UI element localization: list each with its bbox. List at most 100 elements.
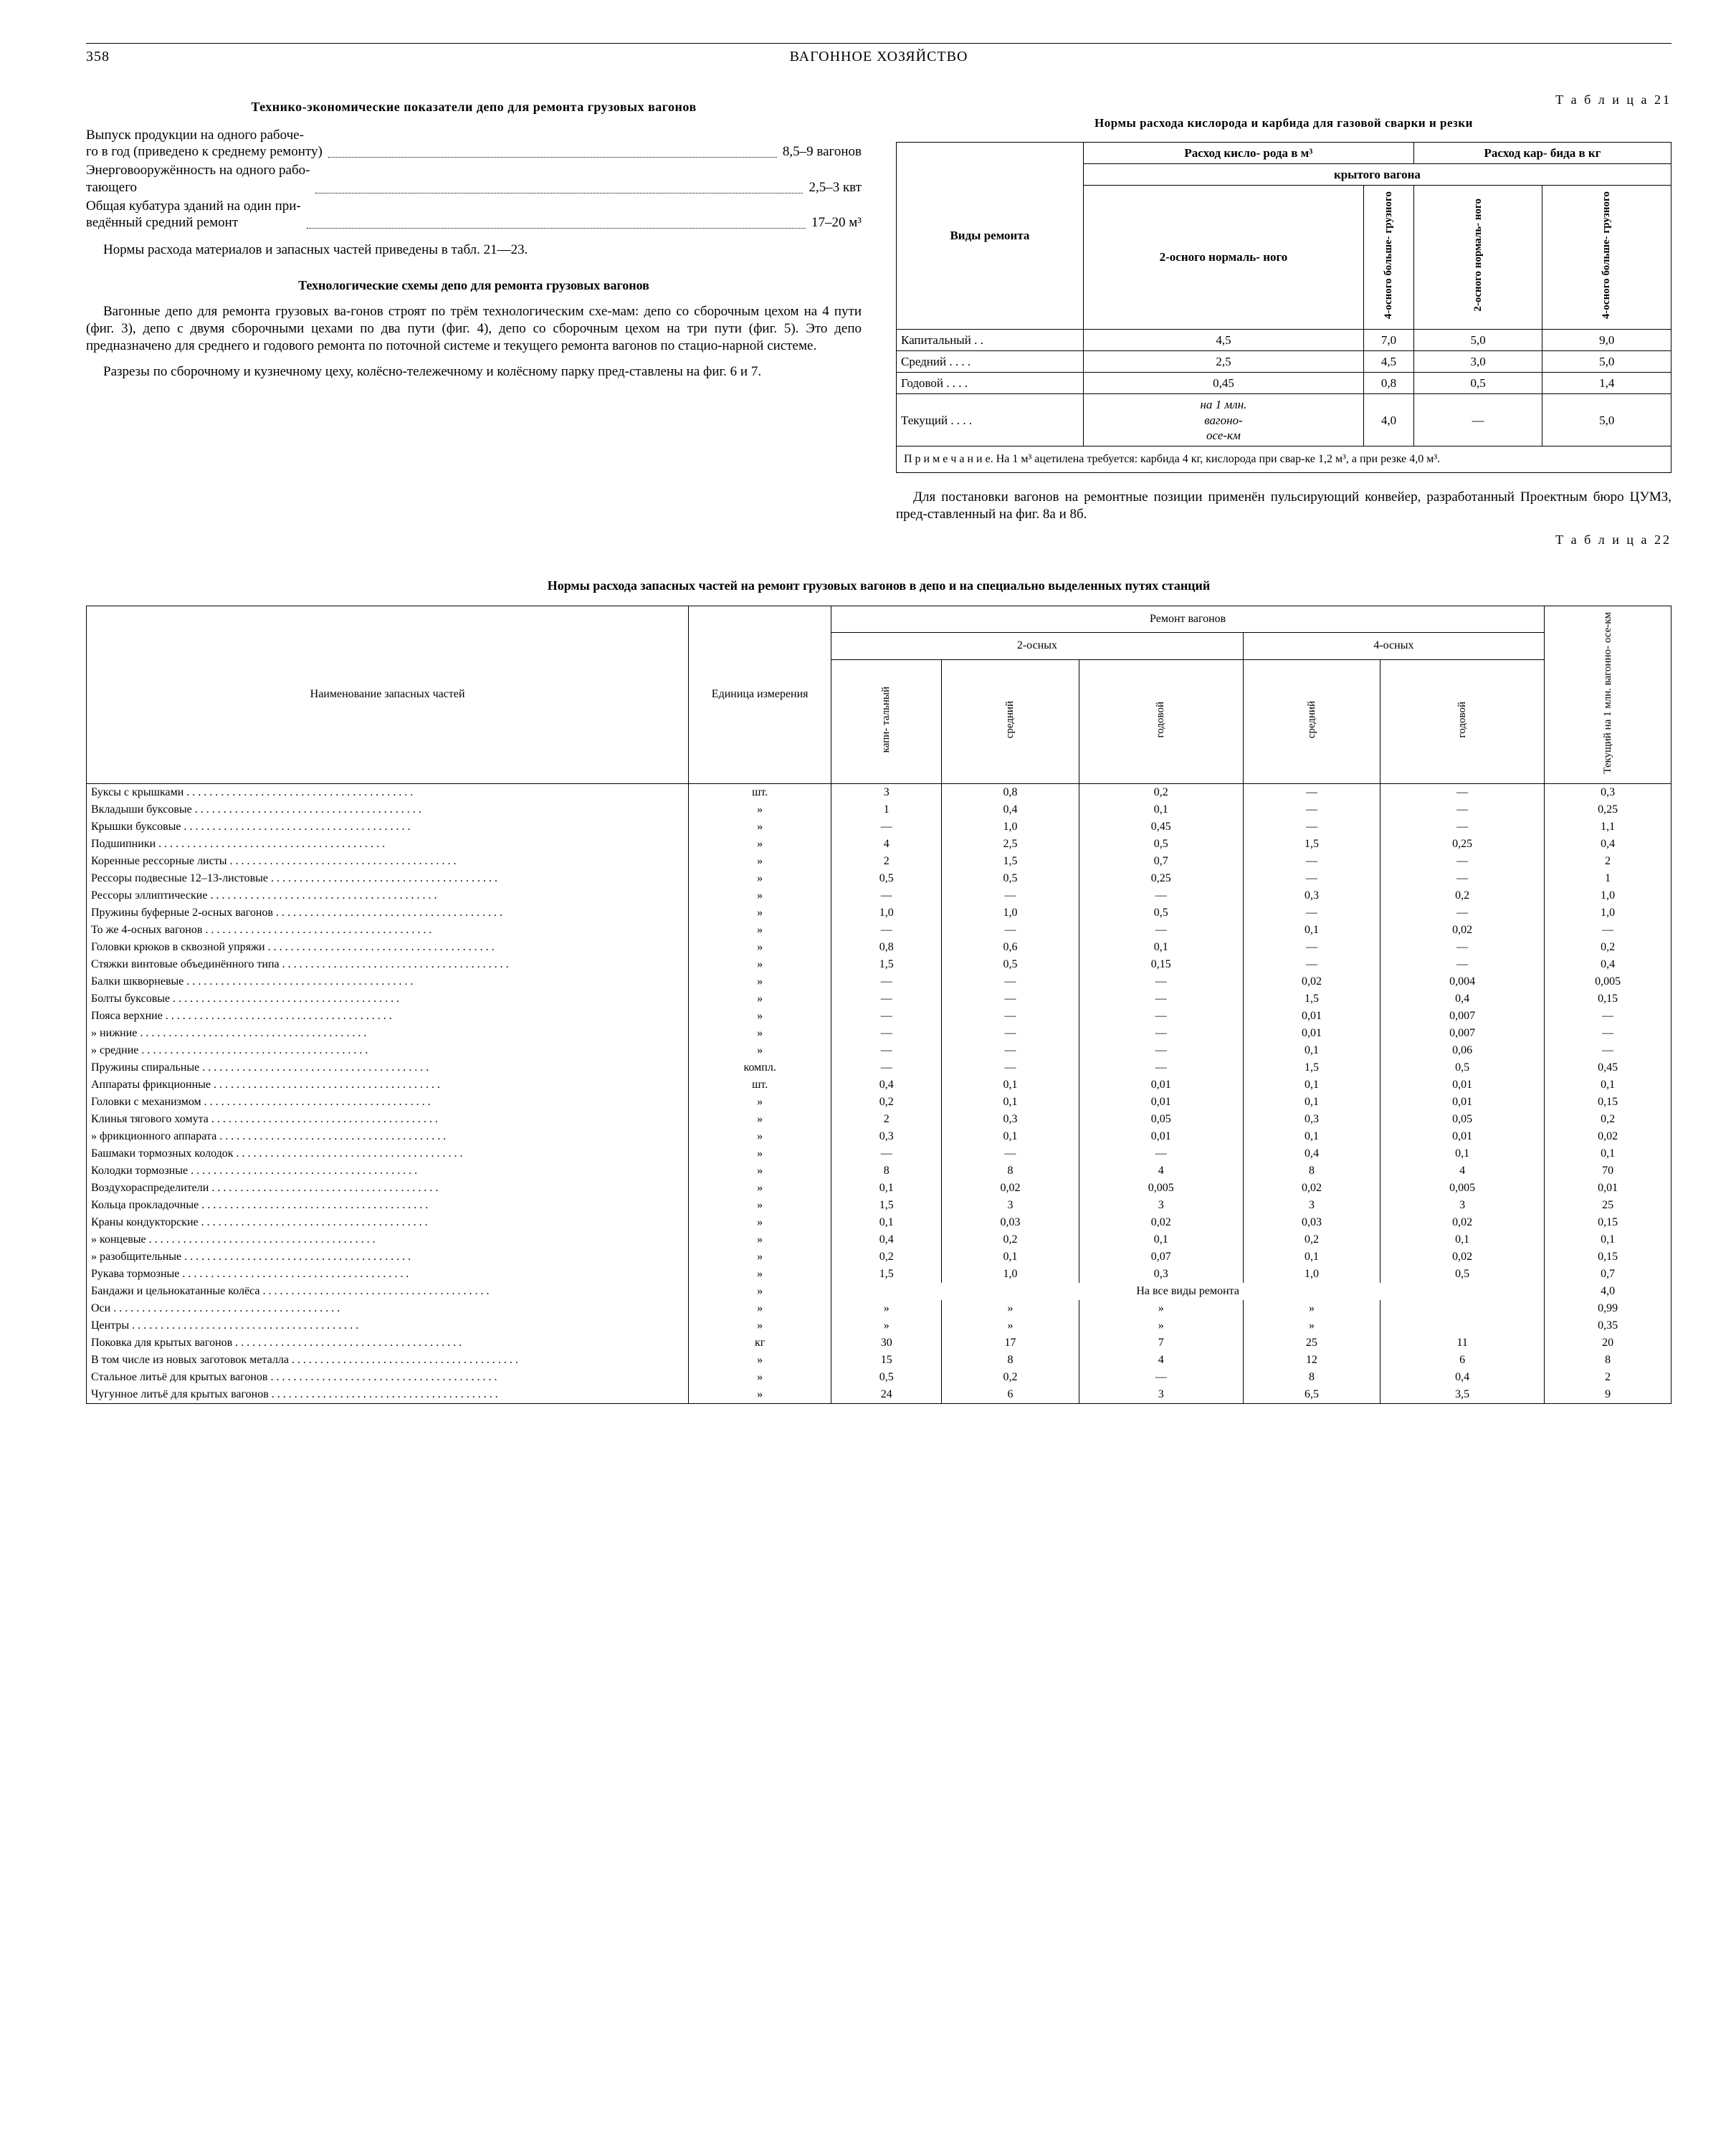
- t22-cell: 0,2: [1079, 784, 1243, 802]
- stat-value: 2,5–3 квт: [809, 179, 862, 196]
- t22-cell-name: Поковка для крытых вагонов . . . . . . .…: [87, 1334, 689, 1352]
- t22-cell: 0,5: [942, 870, 1079, 887]
- t22-cell: 0,06: [1380, 1042, 1545, 1059]
- t22-cell-name: Аппараты фрикционные . . . . . . . . . .…: [87, 1076, 689, 1094]
- t22-cell: —: [942, 1025, 1079, 1042]
- t22-cell: —: [831, 887, 942, 904]
- t22-cell: —: [831, 1008, 942, 1025]
- t22-cell-unit: »: [689, 1025, 831, 1042]
- t22-cell: 0,4: [1545, 956, 1671, 973]
- t22-cell-name: » средние . . . . . . . . . . . . . . . …: [87, 1042, 689, 1059]
- t22-cell: 8: [1545, 1352, 1671, 1369]
- t22-row: » концевые . . . . . . . . . . . . . . .…: [87, 1231, 1671, 1248]
- t21-row: Текущий . . . .на 1 млн. вагоно- осе-км4…: [897, 394, 1671, 446]
- stat-fill: [307, 228, 806, 229]
- t22-cell: 0,45: [1545, 1059, 1671, 1076]
- t22-cell: 1,0: [1545, 904, 1671, 922]
- t22-cell: —: [1380, 801, 1545, 818]
- t21-cell: Средний . . . .: [897, 350, 1084, 372]
- t22-cell-name: Рукава тормозные . . . . . . . . . . . .…: [87, 1266, 689, 1283]
- t22-cell: 1,5: [1243, 990, 1380, 1008]
- t22-cell-unit: »: [689, 1008, 831, 1025]
- t22-cell-name: Оси . . . . . . . . . . . . . . . . . . …: [87, 1300, 689, 1317]
- t22-row: Краны кондукторские . . . . . . . . . . …: [87, 1214, 1671, 1231]
- t22-cell: »: [1079, 1300, 1243, 1317]
- t22-row: Крышки буксовые . . . . . . . . . . . . …: [87, 818, 1671, 836]
- t22-cell: 0,1: [1079, 939, 1243, 956]
- t22-cell: 0,1: [942, 1248, 1079, 1266]
- t22-cell-unit: »: [689, 1317, 831, 1334]
- t22-cell: 0,02: [1545, 1128, 1671, 1145]
- t21-cell: Капитальный . .: [897, 329, 1084, 350]
- t22-cell: —: [1380, 904, 1545, 922]
- t22-cell-name: » разобщительные . . . . . . . . . . . .…: [87, 1248, 689, 1266]
- t22-cell: 0,8: [831, 939, 942, 956]
- t22-row: Бандажи и цельнокатанные колёса . . . . …: [87, 1283, 1671, 1300]
- t22-cell: 0,15: [1545, 990, 1671, 1008]
- t22-cell: 0,15: [1545, 1094, 1671, 1111]
- t22-cell: —: [831, 1025, 942, 1042]
- t22-cell: 0,01: [1545, 1180, 1671, 1197]
- t22-cell: —: [1243, 853, 1380, 870]
- t22-cell: 0,02: [1380, 922, 1545, 939]
- t22-cell: 0,02: [1243, 973, 1380, 990]
- t22-cell-name: Башмаки тормозных колодок . . . . . . . …: [87, 1145, 689, 1162]
- t22-cell: 0,3: [1545, 784, 1671, 802]
- t21-cell: 3,0: [1413, 350, 1542, 372]
- t22-row: Оси . . . . . . . . . . . . . . . . . . …: [87, 1300, 1671, 1317]
- t21-sh-4: 4-осного больше- грузного: [1542, 186, 1671, 329]
- t22-cell: 0,1: [1243, 1094, 1380, 1111]
- t22-cell: 0,2: [831, 1094, 942, 1111]
- t22-cell: 30: [831, 1334, 942, 1352]
- t22-cell-name: » нижние . . . . . . . . . . . . . . . .…: [87, 1025, 689, 1042]
- t22-cell: —: [942, 1145, 1079, 1162]
- t22-row: Стальное литьё для крытых вагонов . . . …: [87, 1369, 1671, 1386]
- t22-cell: 1,5: [831, 956, 942, 973]
- t21-cell: 0,5: [1413, 373, 1542, 394]
- t22-row: Стяжки винтовые объединённого типа . . .…: [87, 956, 1671, 973]
- t22-cell: —: [1079, 887, 1243, 904]
- t22-cell: »: [942, 1317, 1079, 1334]
- t22-cell: 0,1: [1545, 1231, 1671, 1248]
- t22-row: Пружины спиральные . . . . . . . . . . .…: [87, 1059, 1671, 1076]
- t22-row: Чугунное литьё для крытых вагонов . . . …: [87, 1386, 1671, 1404]
- t22-cell-unit: шт.: [689, 1076, 831, 1094]
- t22-cell: 0,007: [1380, 1025, 1545, 1042]
- t22-cell-unit: компл.: [689, 1059, 831, 1076]
- t22-cell: 3: [942, 1197, 1079, 1214]
- t22-cell: —: [831, 1145, 942, 1162]
- t22-cell: 0,3: [1243, 1111, 1380, 1128]
- t22-cell: 0,03: [942, 1214, 1079, 1231]
- t22-cell: —: [1545, 1008, 1671, 1025]
- t22-cell: 0,005: [1545, 973, 1671, 990]
- t22-cell-unit: шт.: [689, 784, 831, 802]
- t22-cell: 8: [1243, 1162, 1380, 1180]
- t22-cell: 0,02: [1380, 1248, 1545, 1266]
- t22-h-2axle: 2-осных: [831, 633, 1244, 660]
- t22-cell: 1,0: [1545, 887, 1671, 904]
- t22-sh-1: капи- тальный: [831, 659, 942, 783]
- t22-cell: —: [1079, 1145, 1243, 1162]
- t22-cell-unit: »: [689, 1111, 831, 1128]
- t22-row: Центры . . . . . . . . . . . . . . . . .…: [87, 1317, 1671, 1334]
- t22-cell-name: В том числе из новых заготовок металла .…: [87, 1352, 689, 1369]
- para-schemes-1: Вагонные депо для ремонта грузовых ва-го…: [86, 303, 862, 354]
- t21-cell: —: [1413, 394, 1542, 446]
- t22-cell: 0,01: [1079, 1076, 1243, 1094]
- t22-cell: »: [831, 1300, 942, 1317]
- t22-cell: 1,1: [1545, 818, 1671, 836]
- t22-row: Рессоры эллиптические . . . . . . . . . …: [87, 887, 1671, 904]
- t22-cell-name: Головки с механизмом . . . . . . . . . .…: [87, 1094, 689, 1111]
- t22-cell: —: [942, 922, 1079, 939]
- t22-cell: 0,05: [1079, 1111, 1243, 1128]
- t22-cell: —: [1079, 1042, 1243, 1059]
- t22-cell-unit: »: [689, 836, 831, 853]
- t22-cell-unit: »: [689, 853, 831, 870]
- stat-row: Общая кубатура зданий на один при-ведённ…: [86, 198, 862, 232]
- t22-cell: 0,5: [1380, 1059, 1545, 1076]
- t22-cell-name: Центры . . . . . . . . . . . . . . . . .…: [87, 1317, 689, 1334]
- t22-cell: 1,5: [1243, 836, 1380, 853]
- t22-cell: 6: [1380, 1352, 1545, 1369]
- t22-cell: 0,45: [1079, 818, 1243, 836]
- t21-cell: Годовой . . . .: [897, 373, 1084, 394]
